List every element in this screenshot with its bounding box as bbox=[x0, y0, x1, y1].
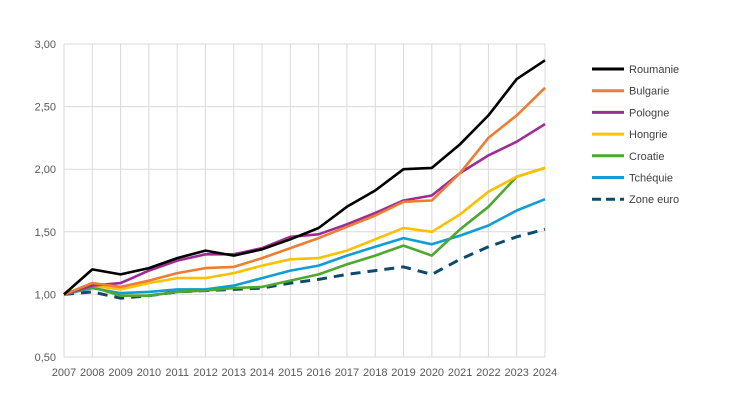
legend: Roumanie Bulgarie Pologne Hongrie Croatie Tch… bbox=[592, 64, 679, 206]
x-tick-label: 2023 bbox=[504, 367, 528, 379]
series-lines bbox=[63, 59, 546, 300]
legend-label: Pologne bbox=[629, 107, 669, 119]
x-tick-label: 2010 bbox=[137, 367, 161, 379]
x-tick-label: 2019 bbox=[391, 367, 415, 379]
x-axis: 2007 2008 2009 2010 2011 2012 2013 2014 2015 2016… bbox=[52, 367, 557, 379]
x-tick-label: 2021 bbox=[448, 367, 472, 379]
x-tick-label: 2009 bbox=[108, 367, 132, 379]
y-tick-label: 2,00 bbox=[35, 164, 56, 176]
x-tick-label: 2022 bbox=[476, 367, 500, 379]
series-line-tchéquie bbox=[63, 197, 546, 296]
y-axis: 0,50 1,00 1,50 2,00 2,50 3,00 bbox=[35, 39, 56, 364]
x-tick-label: 2014 bbox=[250, 367, 274, 379]
y-tick-label: 3,00 bbox=[35, 39, 56, 51]
x-tick-label: 2011 bbox=[165, 367, 189, 379]
x-tick-label: 2016 bbox=[306, 367, 330, 379]
series-line-croatie bbox=[63, 166, 546, 298]
x-tick-label: 2007 bbox=[52, 367, 76, 379]
y-tick-label: 1,50 bbox=[35, 227, 56, 239]
legend-label: Bulgarie bbox=[629, 86, 669, 98]
x-tick-label: 2020 bbox=[420, 367, 444, 379]
legend-label: Roumanie bbox=[629, 64, 679, 76]
gridlines bbox=[63, 43, 546, 358]
y-tick-label: 2,50 bbox=[35, 102, 56, 114]
legend-label: Croatie bbox=[629, 151, 664, 163]
legend-label: Tchéquie bbox=[629, 173, 673, 185]
x-tick-label: 2024 bbox=[533, 367, 557, 379]
y-tick-label: 1,00 bbox=[35, 289, 56, 301]
series-line-roumanie bbox=[63, 59, 546, 296]
series-line-zone-euro bbox=[63, 227, 546, 300]
y-tick-label: 0,50 bbox=[35, 352, 56, 364]
series-line-bulgarie bbox=[63, 86, 546, 296]
series-line-pologne bbox=[63, 122, 546, 296]
legend-label: Zone euro bbox=[629, 194, 679, 206]
x-tick-label: 2015 bbox=[278, 367, 302, 379]
x-tick-label: 2018 bbox=[363, 367, 387, 379]
x-tick-label: 2013 bbox=[222, 367, 246, 379]
x-tick-label: 2012 bbox=[193, 367, 217, 379]
x-tick-label: 2017 bbox=[335, 367, 359, 379]
x-tick-label: 2008 bbox=[80, 367, 104, 379]
series-line-hongrie bbox=[63, 166, 546, 296]
legend-label: Hongrie bbox=[629, 129, 668, 141]
